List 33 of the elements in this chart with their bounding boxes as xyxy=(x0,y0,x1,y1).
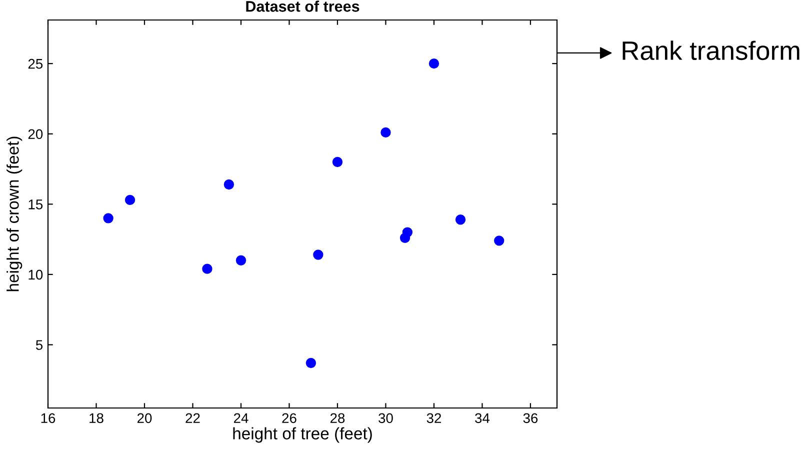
x-tick-label: 22 xyxy=(186,413,200,423)
x-tick-label: 24 xyxy=(234,413,248,423)
point xyxy=(124,194,136,206)
point xyxy=(332,156,343,168)
chart-title: Dataset of trees xyxy=(246,0,360,12)
x-tick-label: 30 xyxy=(378,413,393,424)
point xyxy=(402,227,413,238)
y-tick-label: 5 xyxy=(36,340,43,350)
point xyxy=(313,250,324,260)
y-tick-label: 20 xyxy=(28,129,43,140)
point xyxy=(103,213,114,224)
point xyxy=(202,264,212,274)
point xyxy=(224,179,234,190)
x-tick-label: 18 xyxy=(90,413,104,424)
x-tick-label: 20 xyxy=(137,413,152,424)
y-tick-label: 15 xyxy=(28,200,43,210)
point xyxy=(306,358,316,368)
y-axis-title: height of crown (feet) xyxy=(6,136,22,292)
x-tick-label: 16 xyxy=(41,413,56,424)
point xyxy=(236,255,246,266)
x-tick-label: 32 xyxy=(426,413,441,424)
x-axis-title: height of tree (feet) xyxy=(233,427,372,443)
y-tick-label: 10 xyxy=(28,270,43,280)
x-tick-label: 28 xyxy=(330,413,345,424)
point xyxy=(380,127,391,138)
point xyxy=(428,58,440,69)
point xyxy=(455,214,466,225)
x-tick-label: 26 xyxy=(282,413,296,424)
y-tick-label: 25 xyxy=(28,58,43,69)
x-tick-label: 34 xyxy=(475,413,490,424)
x-tick-label: 36 xyxy=(523,413,538,424)
point xyxy=(494,236,504,246)
text: Rank transform xyxy=(622,40,800,60)
